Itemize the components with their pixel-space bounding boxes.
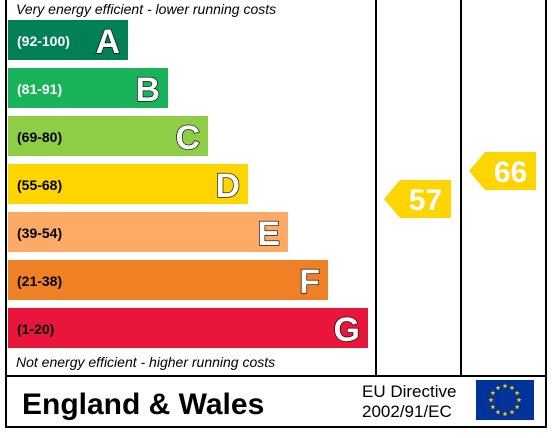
band-g-bar xyxy=(8,308,368,348)
current-rating-marker: 57 xyxy=(384,180,451,218)
band-a-letter: A xyxy=(95,23,120,61)
flag-star xyxy=(509,409,515,415)
band-f-bar xyxy=(8,260,328,300)
band-d-letter: D xyxy=(215,167,240,205)
current-rating-value: 57 xyxy=(409,184,442,217)
directive-line-1: EU Directive xyxy=(362,382,456,401)
flag-star xyxy=(502,411,508,417)
band-e-range: (39-54) xyxy=(17,225,62,241)
flag-star xyxy=(509,385,515,390)
band-a-bar xyxy=(8,20,128,60)
band-g-letter: G xyxy=(334,311,360,349)
potential-rating-value: 66 xyxy=(494,156,527,189)
flag-star xyxy=(514,404,520,410)
band-d-bar xyxy=(8,164,248,204)
flag-star xyxy=(490,390,496,396)
band-g-range: (1-20) xyxy=(17,321,54,337)
band-a: (92-100) A xyxy=(8,20,128,62)
bottom-caption: Not energy efficient - higher running co… xyxy=(16,354,275,370)
flag-star xyxy=(490,404,496,410)
band-f-letter: F xyxy=(299,263,320,301)
flag-star xyxy=(516,397,522,403)
band-c-range: (69-80) xyxy=(17,129,62,145)
band-b: (81-91) B xyxy=(8,68,168,110)
directive-line-2: 2002/91/EC xyxy=(362,402,452,421)
band-b-letter: B xyxy=(135,71,160,109)
eu-flag-icon xyxy=(476,380,534,420)
band-b-bar xyxy=(8,68,168,108)
flag-star xyxy=(502,383,508,389)
band-b-range: (81-91) xyxy=(17,81,62,97)
band-c: (69-80) C xyxy=(8,116,208,158)
current-rating-arrow xyxy=(384,180,451,218)
potential-rating-marker: 66 xyxy=(469,152,536,190)
band-e-bar xyxy=(8,212,288,252)
band-d-range: (55-68) xyxy=(17,177,62,193)
band-c-bar xyxy=(8,116,208,156)
band-d: (55-68) D xyxy=(8,164,248,206)
band-e: (39-54) E xyxy=(8,212,288,254)
potential-rating-arrow xyxy=(469,152,536,190)
band-c-letter: C xyxy=(175,119,200,157)
flag-star xyxy=(514,390,520,396)
band-f-range: (21-38) xyxy=(17,273,62,289)
rating-bands: (92-100) A (81-91) B (69-80) C (55-68) D (39-54)… xyxy=(8,20,368,350)
band-g: (1-20) G xyxy=(8,308,368,350)
top-caption: Very energy efficient - lower running co… xyxy=(16,1,276,17)
flag-star xyxy=(488,397,494,403)
chart-frame xyxy=(5,0,547,428)
flag-star xyxy=(495,409,501,415)
band-a-range: (92-100) xyxy=(17,33,70,49)
band-e-letter: E xyxy=(257,215,280,253)
flag-star xyxy=(495,385,501,390)
region-label: England & Wales xyxy=(22,388,264,421)
band-f: (21-38) F xyxy=(8,260,328,302)
